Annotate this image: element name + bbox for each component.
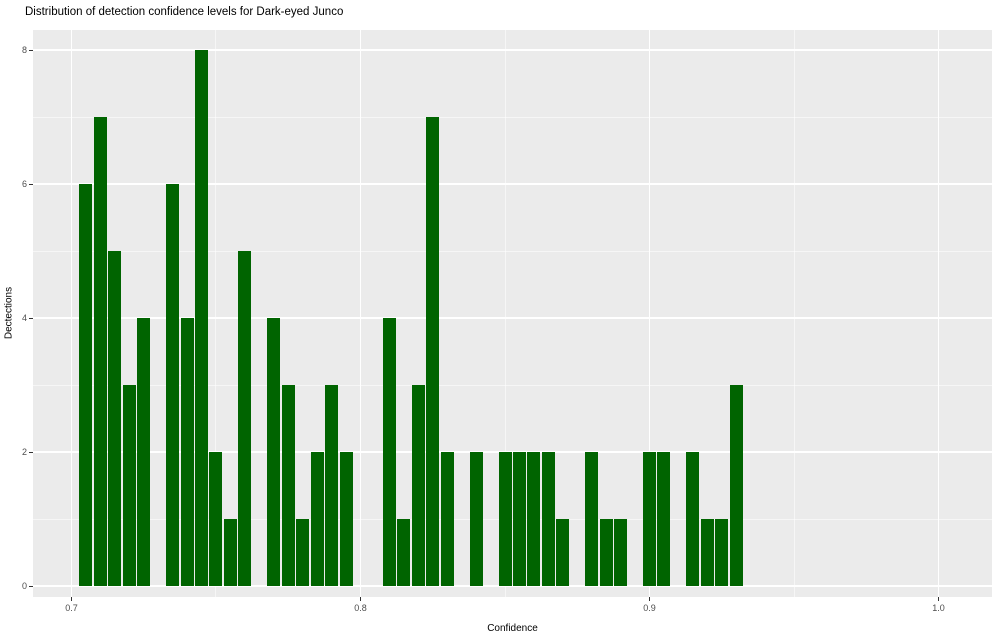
y-tick-label: 2 — [21, 446, 27, 457]
y-tick-label: 6 — [21, 178, 27, 189]
x-minor-gridline — [504, 30, 506, 597]
x-tick-label: 0.7 — [65, 603, 78, 613]
histogram-bar — [223, 519, 237, 586]
y-major-gridline — [33, 585, 992, 587]
histogram-bar — [296, 519, 310, 586]
histogram-bar — [614, 519, 628, 586]
y-axis-tick — [29, 451, 33, 453]
histogram-bar — [339, 452, 353, 586]
y-tick-label: 4 — [21, 312, 27, 323]
histogram-bar — [108, 251, 122, 586]
y-major-gridline — [33, 183, 992, 185]
histogram-bar — [715, 519, 729, 586]
x-axis-tick — [938, 597, 939, 601]
histogram-bar — [310, 452, 324, 586]
histogram-bar — [281, 385, 295, 586]
histogram-bar — [209, 452, 223, 586]
histogram-bar — [657, 452, 671, 586]
y-major-gridline — [33, 451, 992, 453]
y-minor-gridline — [33, 250, 992, 252]
y-major-gridline — [33, 49, 992, 51]
y-minor-gridline — [33, 116, 992, 118]
histogram-bar — [643, 452, 656, 586]
histogram-bar — [585, 452, 599, 586]
y-tick-label: 0 — [21, 580, 27, 591]
y-minor-gridline — [33, 384, 992, 386]
histogram-bar — [527, 452, 541, 586]
histogram-bar — [195, 50, 209, 586]
histogram-bar — [397, 519, 411, 586]
histogram-bar — [599, 519, 613, 586]
x-axis-tick — [70, 597, 72, 601]
x-tick-label: 0.8 — [354, 603, 367, 613]
x-tick-label: 0.9 — [643, 603, 656, 613]
x-axis-tick — [649, 597, 650, 601]
histogram-bar — [556, 519, 570, 586]
y-axis-tick — [29, 183, 33, 185]
x-major-gridline — [359, 30, 362, 597]
x-major-gridline — [70, 30, 73, 597]
histogram-bar — [137, 318, 151, 586]
histogram-bar — [122, 385, 136, 586]
histogram-bar — [498, 452, 512, 586]
y-axis-tick — [29, 585, 33, 587]
histogram-bar — [267, 318, 281, 586]
y-tick-label: 8 — [21, 44, 27, 55]
histogram-bar — [166, 184, 180, 586]
histogram-bar — [426, 117, 440, 586]
histogram-bar — [541, 452, 555, 586]
histogram-bar — [440, 452, 454, 586]
y-minor-gridline — [33, 518, 992, 520]
y-axis-tick — [29, 317, 33, 319]
histogram-bar — [469, 452, 483, 586]
x-tick-label: 1.0 — [932, 603, 945, 613]
y-axis-title: Dectections — [3, 286, 15, 340]
x-minor-gridline — [215, 30, 217, 597]
x-minor-gridline — [793, 30, 795, 597]
y-axis-tick — [29, 49, 33, 51]
histogram-bar — [382, 318, 396, 586]
histogram-bar — [238, 251, 252, 586]
histogram-bar — [700, 519, 714, 586]
histogram-bar — [686, 452, 700, 586]
x-major-gridline — [648, 30, 651, 597]
y-major-gridline — [33, 317, 992, 319]
histogram-bar — [512, 452, 526, 586]
plot-panel — [33, 30, 992, 597]
x-axis-title: Confidence — [487, 623, 538, 634]
chart-title: Distribution of detection confidence lev… — [25, 6, 344, 18]
x-major-gridline — [937, 30, 940, 597]
histogram-bar — [79, 184, 93, 586]
histogram-bar — [325, 385, 339, 586]
histogram-bar — [93, 117, 107, 586]
histogram-bar — [180, 318, 194, 586]
histogram-bar — [729, 385, 743, 586]
histogram-bar — [411, 385, 425, 586]
x-axis-tick — [359, 597, 361, 601]
